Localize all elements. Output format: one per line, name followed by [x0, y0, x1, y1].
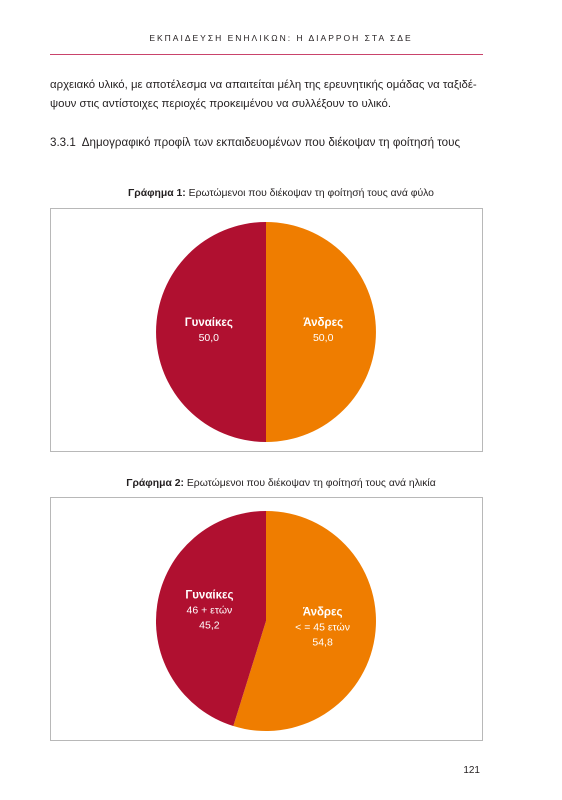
pie-slice-men [266, 222, 376, 442]
pie-label-men-value: 54,8 [312, 637, 333, 649]
pie-label-men-name: Άνδρες [303, 607, 343, 619]
figure-1-caption-label: Γράφημα 1: [128, 188, 186, 199]
header-rule [50, 54, 483, 55]
body-line-2: ψουν στις αντίστοιχες περιοχές προκειμέν… [50, 98, 391, 110]
pie-label-women-value: 50,0 [199, 332, 220, 344]
body-paragraph: αρχειακό υλικό, με αποτέλεσμα να απαιτεί… [50, 76, 483, 114]
figure-2-caption-text: Ερωτώμενοι που διέκοψαν τη φοίτησή τους … [186, 478, 436, 489]
pie-label-men-sublabel: < = 45 ετών [295, 622, 350, 634]
pie-label-women-name: Γυναίκες [185, 317, 233, 329]
pie-slice-women [156, 222, 266, 442]
pie-label-women-name: Γυναίκες [185, 589, 233, 601]
section-number: 3.3.1 [50, 136, 76, 149]
pie-label-men-name: Άνδρες [303, 317, 343, 329]
figure-2-pie: Άνδρες < = 45 ετών 54,8 Γυναίκες 46 + ετών 45… [155, 511, 376, 731]
pie-label-women-sublabel: 46 + ετών [187, 604, 233, 616]
running-head: ΕΚΠΑΙΔΕΥΣΗ ΕΝΗΛΙΚΩΝ: Η ΔΙΑΡΡΟΗ ΣΤΑ ΣΔΕ [149, 33, 413, 43]
pie-slice-women [155, 511, 266, 727]
pie-slice-men [233, 511, 376, 731]
figure-1-caption-text: Ερωτώμενοι που διέκοψαν τη φοίτησή τους … [188, 188, 434, 199]
page-number: 121 [463, 765, 480, 776]
body-line-1: αρχειακό υλικό, με αποτέλεσμα να απαιτεί… [50, 79, 477, 91]
figure-2-caption-label: Γράφημα 2: [126, 478, 184, 489]
pie-label-women-value: 45,2 [199, 619, 220, 631]
figure-2-caption: Γράφημα 2: Ερωτώμενοι που διέκοψαν τη φο… [0, 478, 562, 489]
section-heading: 3.3.1 Δημογραφικό προφίλ των εκπαιδευομέν… [50, 136, 460, 149]
figure-1-caption: Γράφημα 1: Ερωτώμενοι που διέκοψαν τη φο… [0, 188, 562, 199]
section-title: Δημογραφικό προφίλ των εκπαιδευομένων πο… [81, 136, 461, 149]
figure-2-chart: Άνδρες < = 45 ετών 54,8 Γυναίκες 46 + ετών 45… [50, 497, 483, 741]
figure-1-chart: Άνδρες 50,0 Γυναίκες 50,0 [50, 208, 483, 452]
pie-label-men-value: 50,0 [313, 332, 334, 344]
figure-1-pie: Άνδρες 50,0 Γυναίκες 50,0 [156, 222, 376, 442]
